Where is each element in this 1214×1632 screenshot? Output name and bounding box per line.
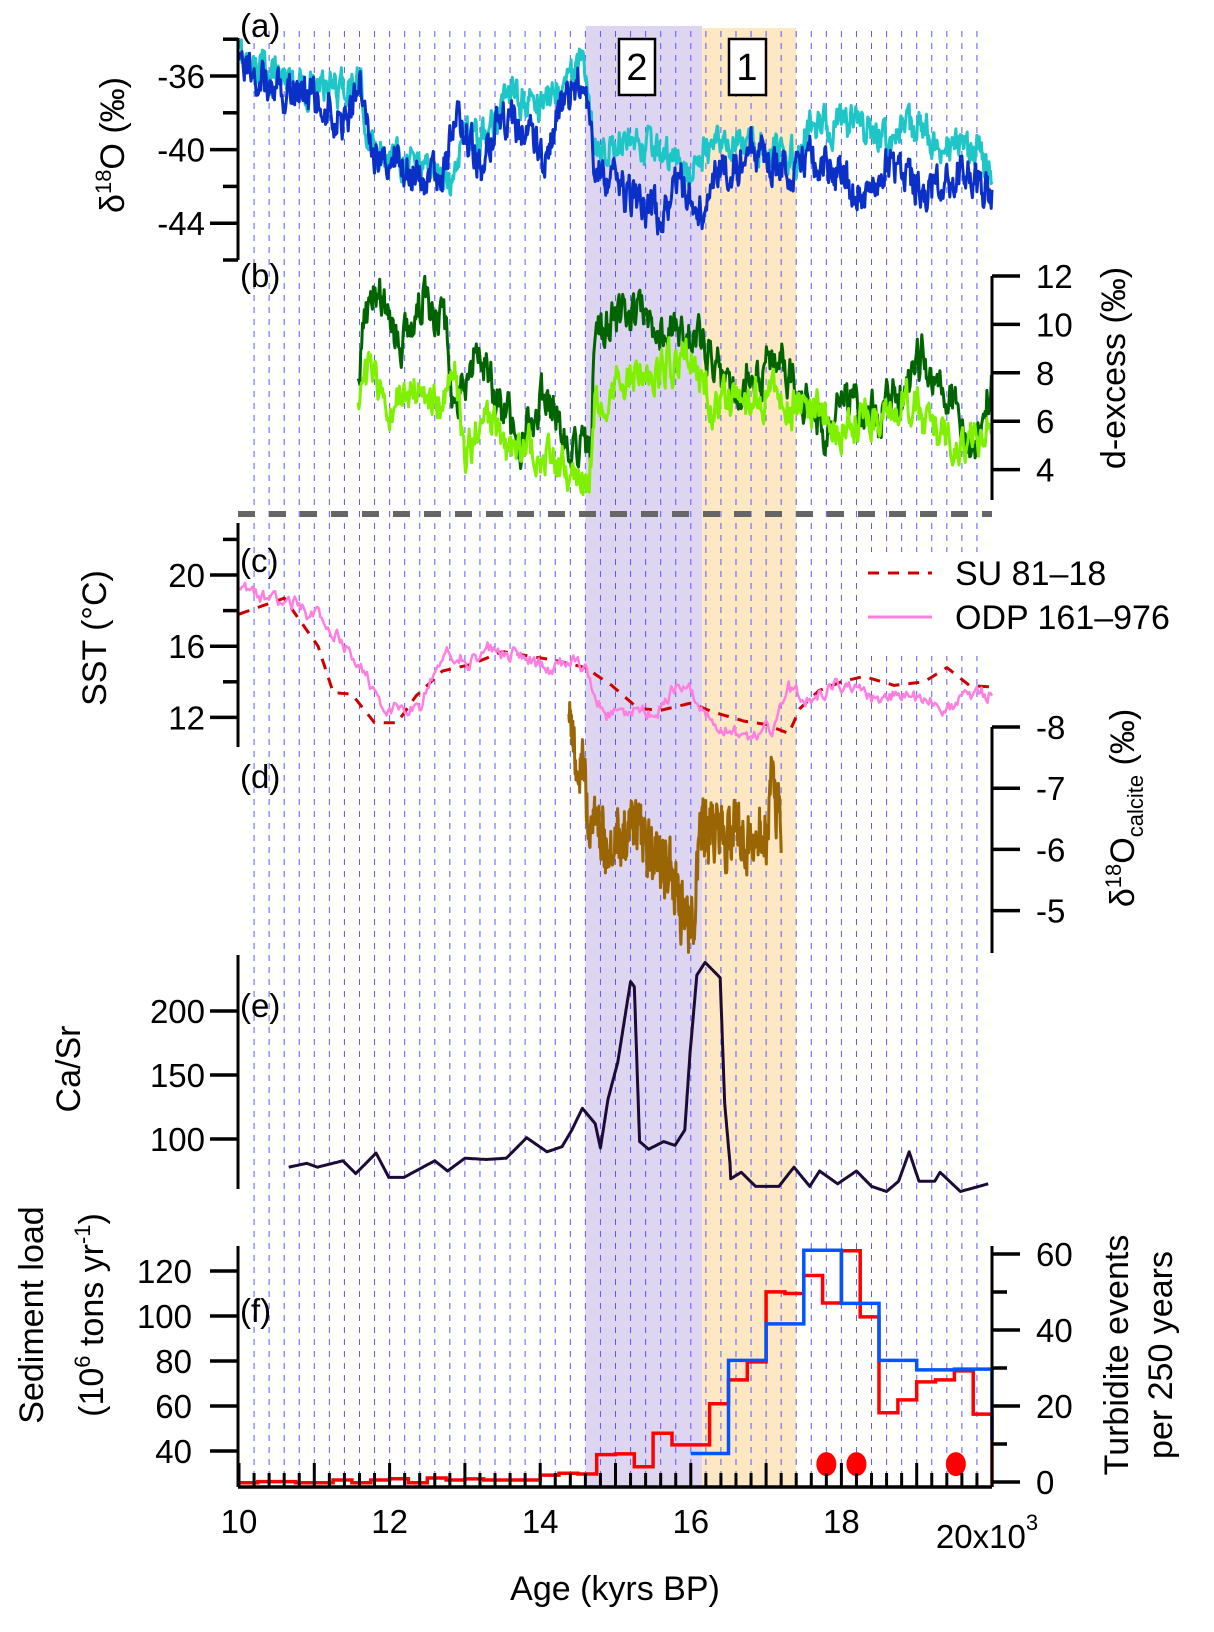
x-tick-label-text: 16 [672,1503,709,1540]
x-axis-title: Age (kyrs BP) [510,1570,720,1608]
event-marker [846,1452,867,1477]
series-layer [237,38,994,1487]
ylabel-f-left-line2: (106 tons yr-1) [70,1213,111,1417]
x-tick-label: 10 [221,1503,258,1540]
series-line-e-1 [288,960,989,1193]
panel-letter-b: (b) [240,257,280,294]
x-tick-label-text: 10 [221,1503,258,1540]
panel-letter-c: (c) [240,542,278,579]
panel-letter-e: (e) [240,987,280,1024]
y-tick-label-e: 150 [150,1057,205,1094]
y-tick-label-a: -44 [157,205,205,242]
panel-letter-a: (a) [240,7,280,44]
series-line-b-2 [356,336,993,497]
y-tick-label-c: 12 [168,699,205,736]
y-tick-label-f-left: 80 [155,1343,192,1380]
interval-label-1: 1 [727,37,768,97]
x-tick-label-text: 18 [823,1503,860,1540]
series-line-b-1 [356,274,993,470]
y-tick-label-d: -6 [1036,831,1065,868]
series-line-d-1 [567,701,783,954]
y-tick-label-e: 200 [150,993,205,1030]
y-tick-label-d: -7 [1036,770,1065,807]
panel-letter-d: (d) [240,758,280,795]
y-tick-label-f-left: 60 [155,1388,192,1425]
y-tick-label-d: -5 [1036,893,1065,930]
y-tick-label-f-left: 100 [137,1298,192,1335]
y-tick-label-f-right: 40 [1036,1312,1073,1349]
x-tick-label-text: 12 [371,1503,408,1540]
ylabel-d: δ18Ocalcite (‰) [1101,709,1148,907]
ylabel-b: d-excess (‰) [1095,267,1133,469]
legend-label-odp-161-976: ODP 161–976 [955,599,1170,637]
ylabel-f-right-line2: per 250 years [1142,1251,1180,1459]
x-tick-label: 20x103 [936,1510,1038,1555]
y-tick-label-a: -36 [157,58,205,95]
y-tick-label-f-right: 60 [1036,1236,1073,1273]
shaded-interval-2 [585,26,703,1487]
y-tick-label-c: 20 [168,557,205,594]
series-line-a-2 [237,50,994,236]
x-tick-label: 16 [672,1503,709,1540]
x-tick-label: 12 [371,1503,408,1540]
interval-label-2: 2 [617,37,657,97]
turbidite-events-step-line [690,1248,994,1456]
event-marker [816,1452,837,1477]
ylabel-e: Ca/Sr [50,1026,88,1113]
sediment-load-step-line [239,1249,994,1487]
y-tick-label-b: 8 [1036,355,1054,392]
interval-label-1-text: 1 [736,47,757,89]
y-tick-label-f-left: 40 [155,1433,192,1470]
legend-label-su-81-18: SU 81–18 [955,555,1106,593]
event-marker [945,1452,966,1477]
ylabel-c: SST (°C) [76,570,114,706]
legend-box [862,552,1214,656]
y-tick-label-a: -40 [157,132,205,169]
y-tick-label-f-left: 120 [137,1253,192,1290]
y-tick-label-b: 4 [1036,452,1054,489]
series-line-c-2 [238,581,994,741]
vertical-gridlines [253,31,978,1487]
interval-label-2-text: 2 [626,47,647,89]
x-tick-label-exponent: 3 [1026,1510,1038,1535]
shaded-intervals [585,26,797,1487]
ylabel-f-left-line1: Sediment load [13,1206,51,1423]
y-tick-label-d: -8 [1036,709,1065,746]
y-tick-label-b: 6 [1036,403,1054,440]
x-tick-label: 18 [823,1503,860,1540]
x-tick-label: 14 [522,1503,559,1540]
shaded-interval-1 [702,28,797,1487]
ylabel-f-right-line1: Turbidite events [1098,1235,1136,1476]
y-tick-label-f-right: 0 [1036,1464,1054,1501]
y-tick-label-b: 12 [1036,258,1073,295]
y-tick-label-f-right: 20 [1036,1388,1073,1425]
y-tick-label-e: 100 [150,1121,205,1158]
ylabel-a: δ18O (‰) [91,77,132,213]
series-line-a-1 [237,38,994,197]
y-tick-label-b: 10 [1036,306,1073,343]
x-tick-label-text: 20x10 [936,1518,1026,1555]
panel-letter-f: (f) [240,1292,271,1329]
x-tick-label-text: 14 [522,1503,559,1540]
series-line-c-1 [238,596,993,735]
y-tick-label-c: 16 [168,628,205,665]
